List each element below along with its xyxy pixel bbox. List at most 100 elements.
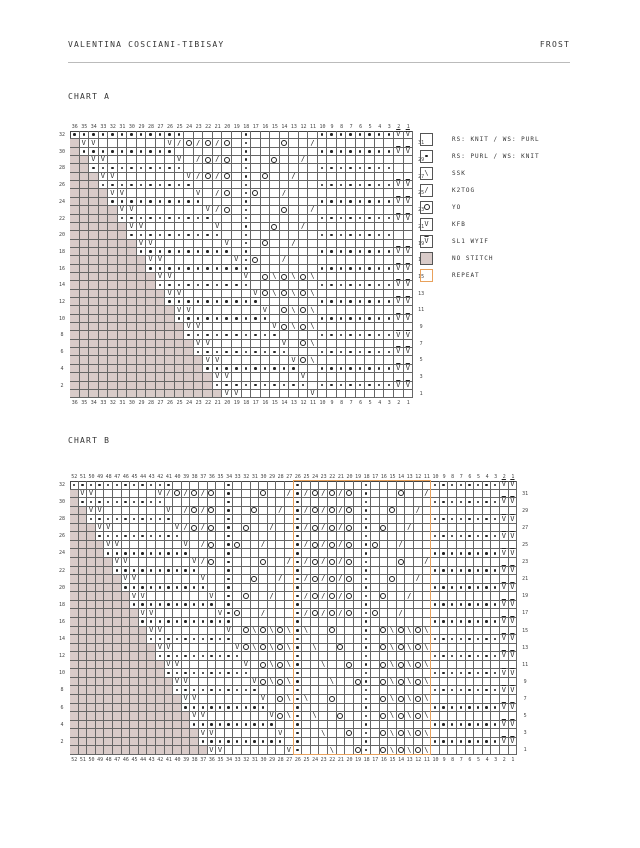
stitch-yo [270, 156, 280, 165]
stitch-no-stitch [87, 575, 96, 584]
stitch-purl [224, 583, 234, 593]
purl-dot-icon [364, 629, 368, 632]
stitch-knit [173, 643, 182, 653]
stitch-knit [345, 600, 354, 610]
stitch-ssk: \ [388, 695, 397, 704]
purl-dot-icon [254, 333, 257, 337]
stitch-purl [474, 549, 483, 559]
purl-dot-icon [158, 200, 162, 203]
column-number: 7 [459, 756, 463, 763]
stitch-purl [216, 686, 225, 695]
purl-dot-icon [468, 534, 471, 538]
stitch-knit [156, 592, 165, 601]
stitch-sl1-wyif: V [500, 720, 509, 730]
stitch-knit [439, 575, 449, 584]
purl-dot-icon [244, 208, 248, 212]
stitch-knit [232, 147, 242, 157]
stitch-knit [336, 481, 346, 490]
stitch-purl [293, 695, 303, 704]
stitch-knit [396, 506, 406, 516]
purl-dot-icon [244, 706, 248, 709]
stitch-yo [328, 695, 337, 704]
purl-dot-icon [168, 133, 171, 136]
purl-dot-icon [235, 671, 239, 675]
stitch-knit [233, 566, 242, 576]
stitch-knit [308, 247, 318, 257]
stitch-purl [293, 686, 303, 695]
stitch-knit [267, 506, 277, 516]
stitch-knit [173, 481, 182, 490]
stitch-knit [353, 549, 363, 559]
stitch-knit [439, 660, 449, 670]
yo-circle-icon [345, 593, 352, 600]
stitch-no-stitch [89, 281, 99, 290]
stitch-no-stitch [155, 364, 166, 374]
stitch-knit [276, 566, 285, 576]
stitch-no-stitch [79, 364, 90, 374]
stitch-knit [482, 540, 492, 550]
stitch-knit [193, 181, 204, 190]
stitch-purl [199, 600, 208, 610]
stitch-kfb: V [222, 373, 232, 382]
stitch-no-stitch [87, 746, 96, 755]
stitch-no-stitch [70, 540, 79, 550]
stitch-knit [289, 298, 299, 307]
stitch-purl [147, 498, 156, 507]
stitch-purl [70, 131, 80, 140]
stitch-purl [327, 381, 337, 390]
purl-dot-icon [292, 383, 295, 387]
stitch-knit [259, 592, 268, 601]
purl-dot-icon [227, 517, 230, 521]
purl-dot-icon [442, 688, 445, 692]
stitch-purl [108, 131, 118, 140]
stitch-knit [184, 147, 194, 157]
stitch-knit [250, 609, 260, 618]
stitch-knit [465, 506, 475, 516]
purl-dot-icon [120, 200, 124, 203]
purl-dot-icon [115, 569, 119, 572]
stitch-knit [199, 626, 208, 636]
stitch-no-stitch [89, 239, 99, 248]
stitch-knit [374, 156, 385, 165]
column-number: 16 [380, 756, 387, 763]
stitch-no-stitch [95, 686, 105, 695]
stitch-no-stitch [89, 206, 99, 215]
stitch-purl [232, 281, 242, 290]
stitch-knit [336, 339, 347, 349]
stitch-k2tog: / [302, 489, 311, 499]
stitch-knit [308, 239, 318, 248]
stitch-knit [289, 147, 299, 157]
yo-circle-icon [345, 507, 352, 514]
stitch-no-stitch [136, 373, 147, 382]
stitch-no-stitch [98, 281, 109, 290]
stitch-knit [319, 652, 328, 661]
stitch-knit [251, 389, 261, 399]
purl-dot-icon [98, 483, 101, 487]
purl-dot-icon [158, 569, 162, 572]
purl-dot-icon [339, 350, 343, 354]
row-number: 3 [523, 730, 527, 737]
stitch-yo [396, 558, 406, 567]
column-number: 35 [81, 400, 88, 407]
stitch-purl [439, 703, 449, 713]
stitch-purl [336, 314, 347, 324]
stitch-no-stitch [104, 609, 113, 618]
stitch-sl1-wyif: V [394, 131, 404, 140]
stitch-knit [394, 373, 404, 382]
stitch-no-stitch [173, 712, 182, 721]
stitch-k2tog: / [336, 558, 346, 567]
stitch-knit [270, 181, 280, 190]
stitch-purl [232, 314, 242, 324]
stitch-no-stitch [174, 348, 185, 357]
stitch-ssk: \ [308, 289, 318, 298]
stitch-no-stitch [108, 348, 118, 357]
stitch-purl [224, 652, 234, 661]
row-number: 3 [419, 374, 423, 381]
yo-circle-icon [328, 524, 335, 531]
stitch-purl [279, 364, 290, 374]
stitch-knit [173, 498, 182, 507]
stitch-knit [308, 298, 318, 307]
purl-dot-icon [368, 383, 371, 387]
stitch-knit [270, 281, 280, 290]
stitch-purl [181, 566, 191, 576]
